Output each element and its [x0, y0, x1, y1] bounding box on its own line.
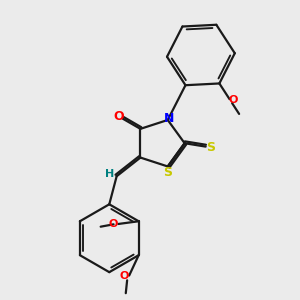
Text: N: N: [164, 112, 174, 125]
Text: S: S: [206, 141, 215, 154]
Text: H: H: [105, 169, 114, 179]
Text: O: O: [120, 271, 129, 281]
Text: S: S: [163, 166, 172, 179]
Text: O: O: [228, 95, 238, 105]
Text: O: O: [113, 110, 124, 124]
Text: O: O: [109, 219, 118, 229]
